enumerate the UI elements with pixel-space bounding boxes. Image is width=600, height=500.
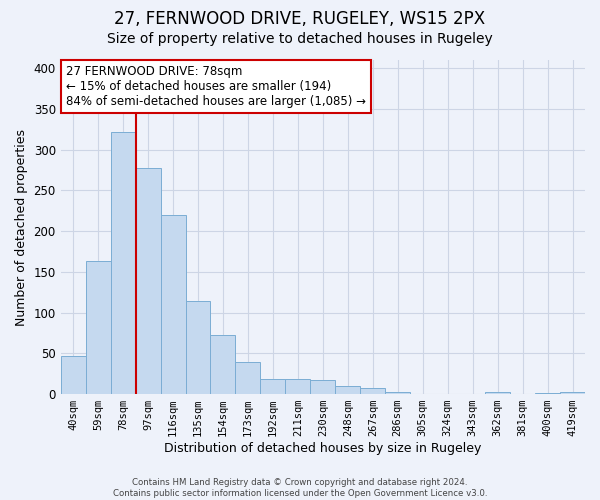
Bar	[161, 215, 185, 394]
Bar	[110, 132, 136, 394]
Bar	[235, 362, 260, 394]
Bar	[86, 262, 110, 394]
Bar	[360, 388, 385, 394]
Bar	[211, 334, 235, 394]
Text: Contains HM Land Registry data © Crown copyright and database right 2024.
Contai: Contains HM Land Registry data © Crown c…	[113, 478, 487, 498]
Y-axis label: Number of detached properties: Number of detached properties	[15, 128, 28, 326]
Text: Size of property relative to detached houses in Rugeley: Size of property relative to detached ho…	[107, 32, 493, 46]
Bar	[485, 392, 510, 394]
Bar	[286, 380, 310, 394]
Bar	[385, 392, 410, 394]
Bar	[335, 386, 360, 394]
Bar	[61, 356, 86, 394]
Text: 27 FERNWOOD DRIVE: 78sqm
← 15% of detached houses are smaller (194)
84% of semi-: 27 FERNWOOD DRIVE: 78sqm ← 15% of detach…	[66, 65, 366, 108]
Bar	[260, 380, 286, 394]
Bar	[560, 392, 585, 394]
Text: 27, FERNWOOD DRIVE, RUGELEY, WS15 2PX: 27, FERNWOOD DRIVE, RUGELEY, WS15 2PX	[115, 10, 485, 28]
X-axis label: Distribution of detached houses by size in Rugeley: Distribution of detached houses by size …	[164, 442, 482, 455]
Bar	[185, 301, 211, 394]
Bar	[136, 168, 161, 394]
Bar	[310, 380, 335, 394]
